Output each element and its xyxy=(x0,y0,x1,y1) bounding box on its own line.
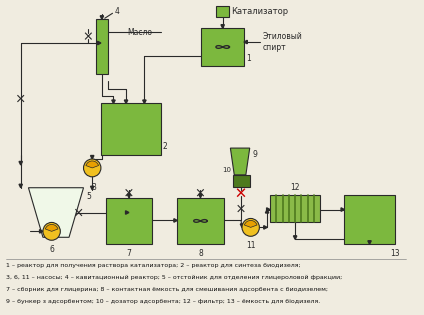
Wedge shape xyxy=(244,220,257,227)
Polygon shape xyxy=(100,16,103,19)
Polygon shape xyxy=(244,40,247,44)
Wedge shape xyxy=(86,161,98,168)
Bar xyxy=(344,195,395,244)
Text: 11: 11 xyxy=(246,241,255,250)
Polygon shape xyxy=(54,231,57,235)
Bar xyxy=(177,198,223,244)
Bar xyxy=(216,6,229,17)
Polygon shape xyxy=(221,25,224,28)
Text: 1 – реактор для получения раствора катализатора; 2 – реактор для синтеза биодизе: 1 – реактор для получения раствора катал… xyxy=(6,263,301,268)
Text: 10: 10 xyxy=(222,167,232,173)
Text: 5: 5 xyxy=(86,192,91,201)
Polygon shape xyxy=(143,100,146,104)
Polygon shape xyxy=(126,211,129,214)
Polygon shape xyxy=(199,194,202,198)
Text: 6: 6 xyxy=(49,245,54,254)
Text: Масло: Масло xyxy=(127,28,152,37)
Wedge shape xyxy=(45,224,58,231)
Polygon shape xyxy=(98,41,101,45)
Polygon shape xyxy=(265,209,269,213)
Text: 3, 6, 11 – насосы; 4 – кавитационный реактор; 5 – отстойник для отделения глицер: 3, 6, 11 – насосы; 4 – кавитационный реа… xyxy=(6,275,343,280)
Polygon shape xyxy=(124,100,128,104)
Polygon shape xyxy=(293,236,297,239)
Polygon shape xyxy=(240,224,244,227)
Text: 1: 1 xyxy=(246,54,251,63)
Bar xyxy=(101,104,161,155)
Text: 4: 4 xyxy=(114,7,119,16)
Text: 13: 13 xyxy=(390,249,399,258)
Bar xyxy=(233,175,250,187)
Text: 9 – бункер з адсорбентом; 10 – дозатор адсорбента; 12 – фильтр; 13 – ёмкость для: 9 – бункер з адсорбентом; 10 – дозатор а… xyxy=(6,299,321,304)
Text: 9: 9 xyxy=(253,150,257,159)
Polygon shape xyxy=(91,186,94,190)
Polygon shape xyxy=(267,208,270,211)
Polygon shape xyxy=(341,208,344,211)
Bar xyxy=(106,198,152,244)
Polygon shape xyxy=(19,162,22,165)
Circle shape xyxy=(242,219,259,236)
Bar xyxy=(96,19,108,74)
Polygon shape xyxy=(19,184,22,188)
Polygon shape xyxy=(230,148,250,175)
Text: Этиловый
спирт: Этиловый спирт xyxy=(262,32,302,52)
Polygon shape xyxy=(368,241,371,244)
Polygon shape xyxy=(28,188,84,237)
Bar xyxy=(270,195,320,222)
Text: 12: 12 xyxy=(290,183,300,192)
Text: 7 – сборник для глицерина; 8 – контактная ёмкость для смешивания адсорбента с би: 7 – сборник для глицерина; 8 – контактна… xyxy=(6,287,328,292)
Bar xyxy=(201,28,244,66)
Polygon shape xyxy=(39,230,43,233)
Text: Катализатор: Катализатор xyxy=(232,7,288,16)
Text: 7: 7 xyxy=(126,249,131,258)
Polygon shape xyxy=(264,226,267,229)
Polygon shape xyxy=(112,100,115,104)
Text: 2: 2 xyxy=(163,142,167,151)
Polygon shape xyxy=(174,219,177,222)
Circle shape xyxy=(84,159,101,177)
Circle shape xyxy=(43,222,60,240)
Polygon shape xyxy=(91,156,94,159)
Polygon shape xyxy=(127,194,131,198)
Text: 8: 8 xyxy=(198,249,203,258)
Text: 3: 3 xyxy=(92,183,97,192)
